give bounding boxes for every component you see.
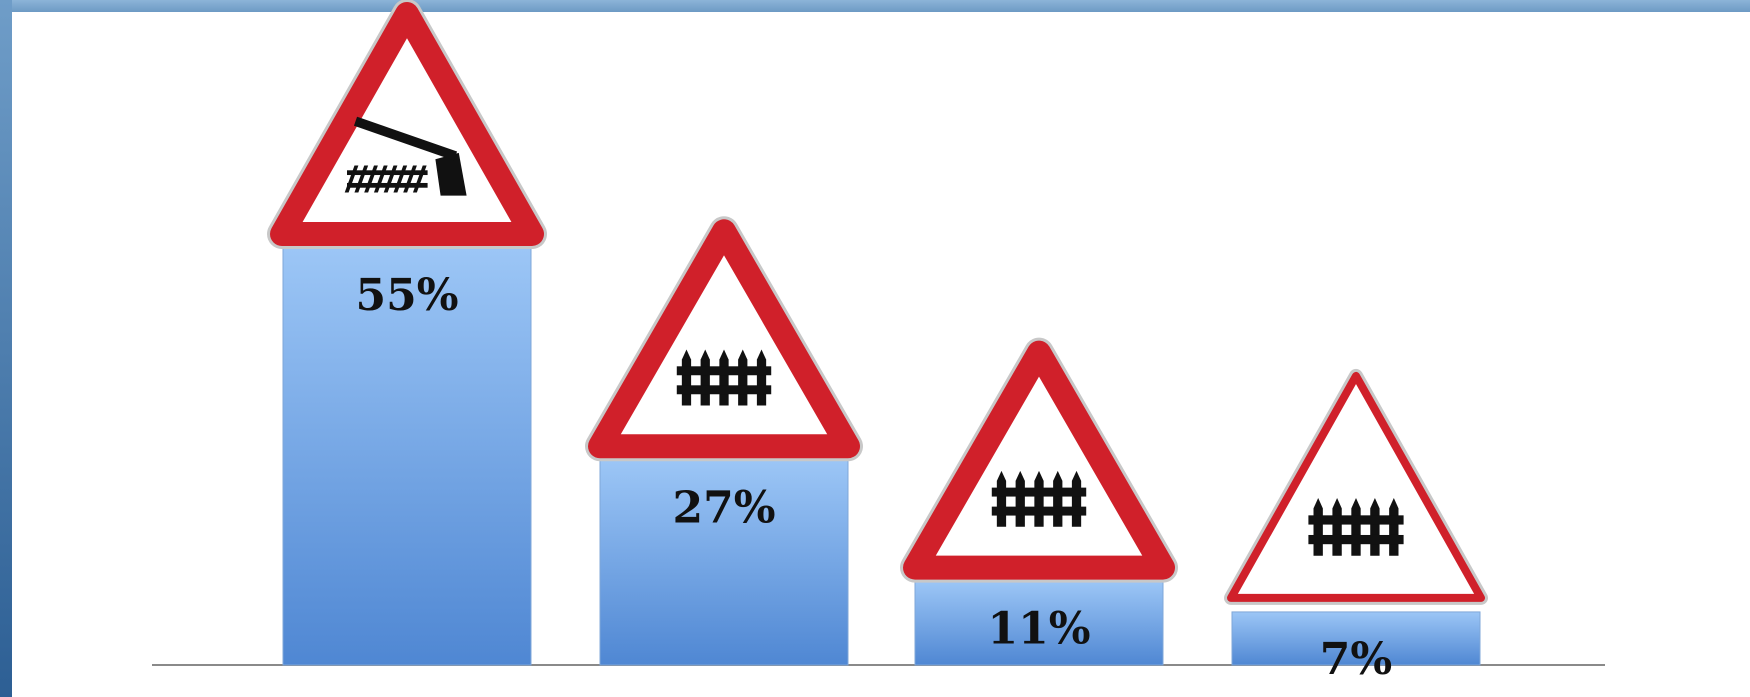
sign-railway-crossing-without-barrier-sign xyxy=(585,216,863,462)
bar-value-label: 7% xyxy=(1320,634,1392,685)
slide-left-border xyxy=(0,0,12,697)
fence-icon xyxy=(1308,498,1404,556)
sign-railway-crossing-with-barrier-sign xyxy=(267,0,547,249)
slide-top-border xyxy=(0,0,1750,12)
bar-railway-crossing-with-barrier-sign xyxy=(282,247,532,666)
bar-railway-crossing-without-barrier-sign-3 xyxy=(1231,611,1481,666)
barrier-icon xyxy=(344,116,467,196)
bar-value-label: 27% xyxy=(672,482,775,533)
bar-value-label: 11% xyxy=(987,604,1090,655)
bar-railway-crossing-without-barrier-sign-2 xyxy=(914,581,1164,666)
sign-railway-crossing-without-barrier-sign-2 xyxy=(900,337,1178,583)
sign-railway-crossing-without-barrier-sign-3 xyxy=(1224,368,1488,605)
fence-icon xyxy=(676,349,772,406)
fence-icon xyxy=(991,470,1087,527)
bar-value-label: 55% xyxy=(355,270,458,321)
